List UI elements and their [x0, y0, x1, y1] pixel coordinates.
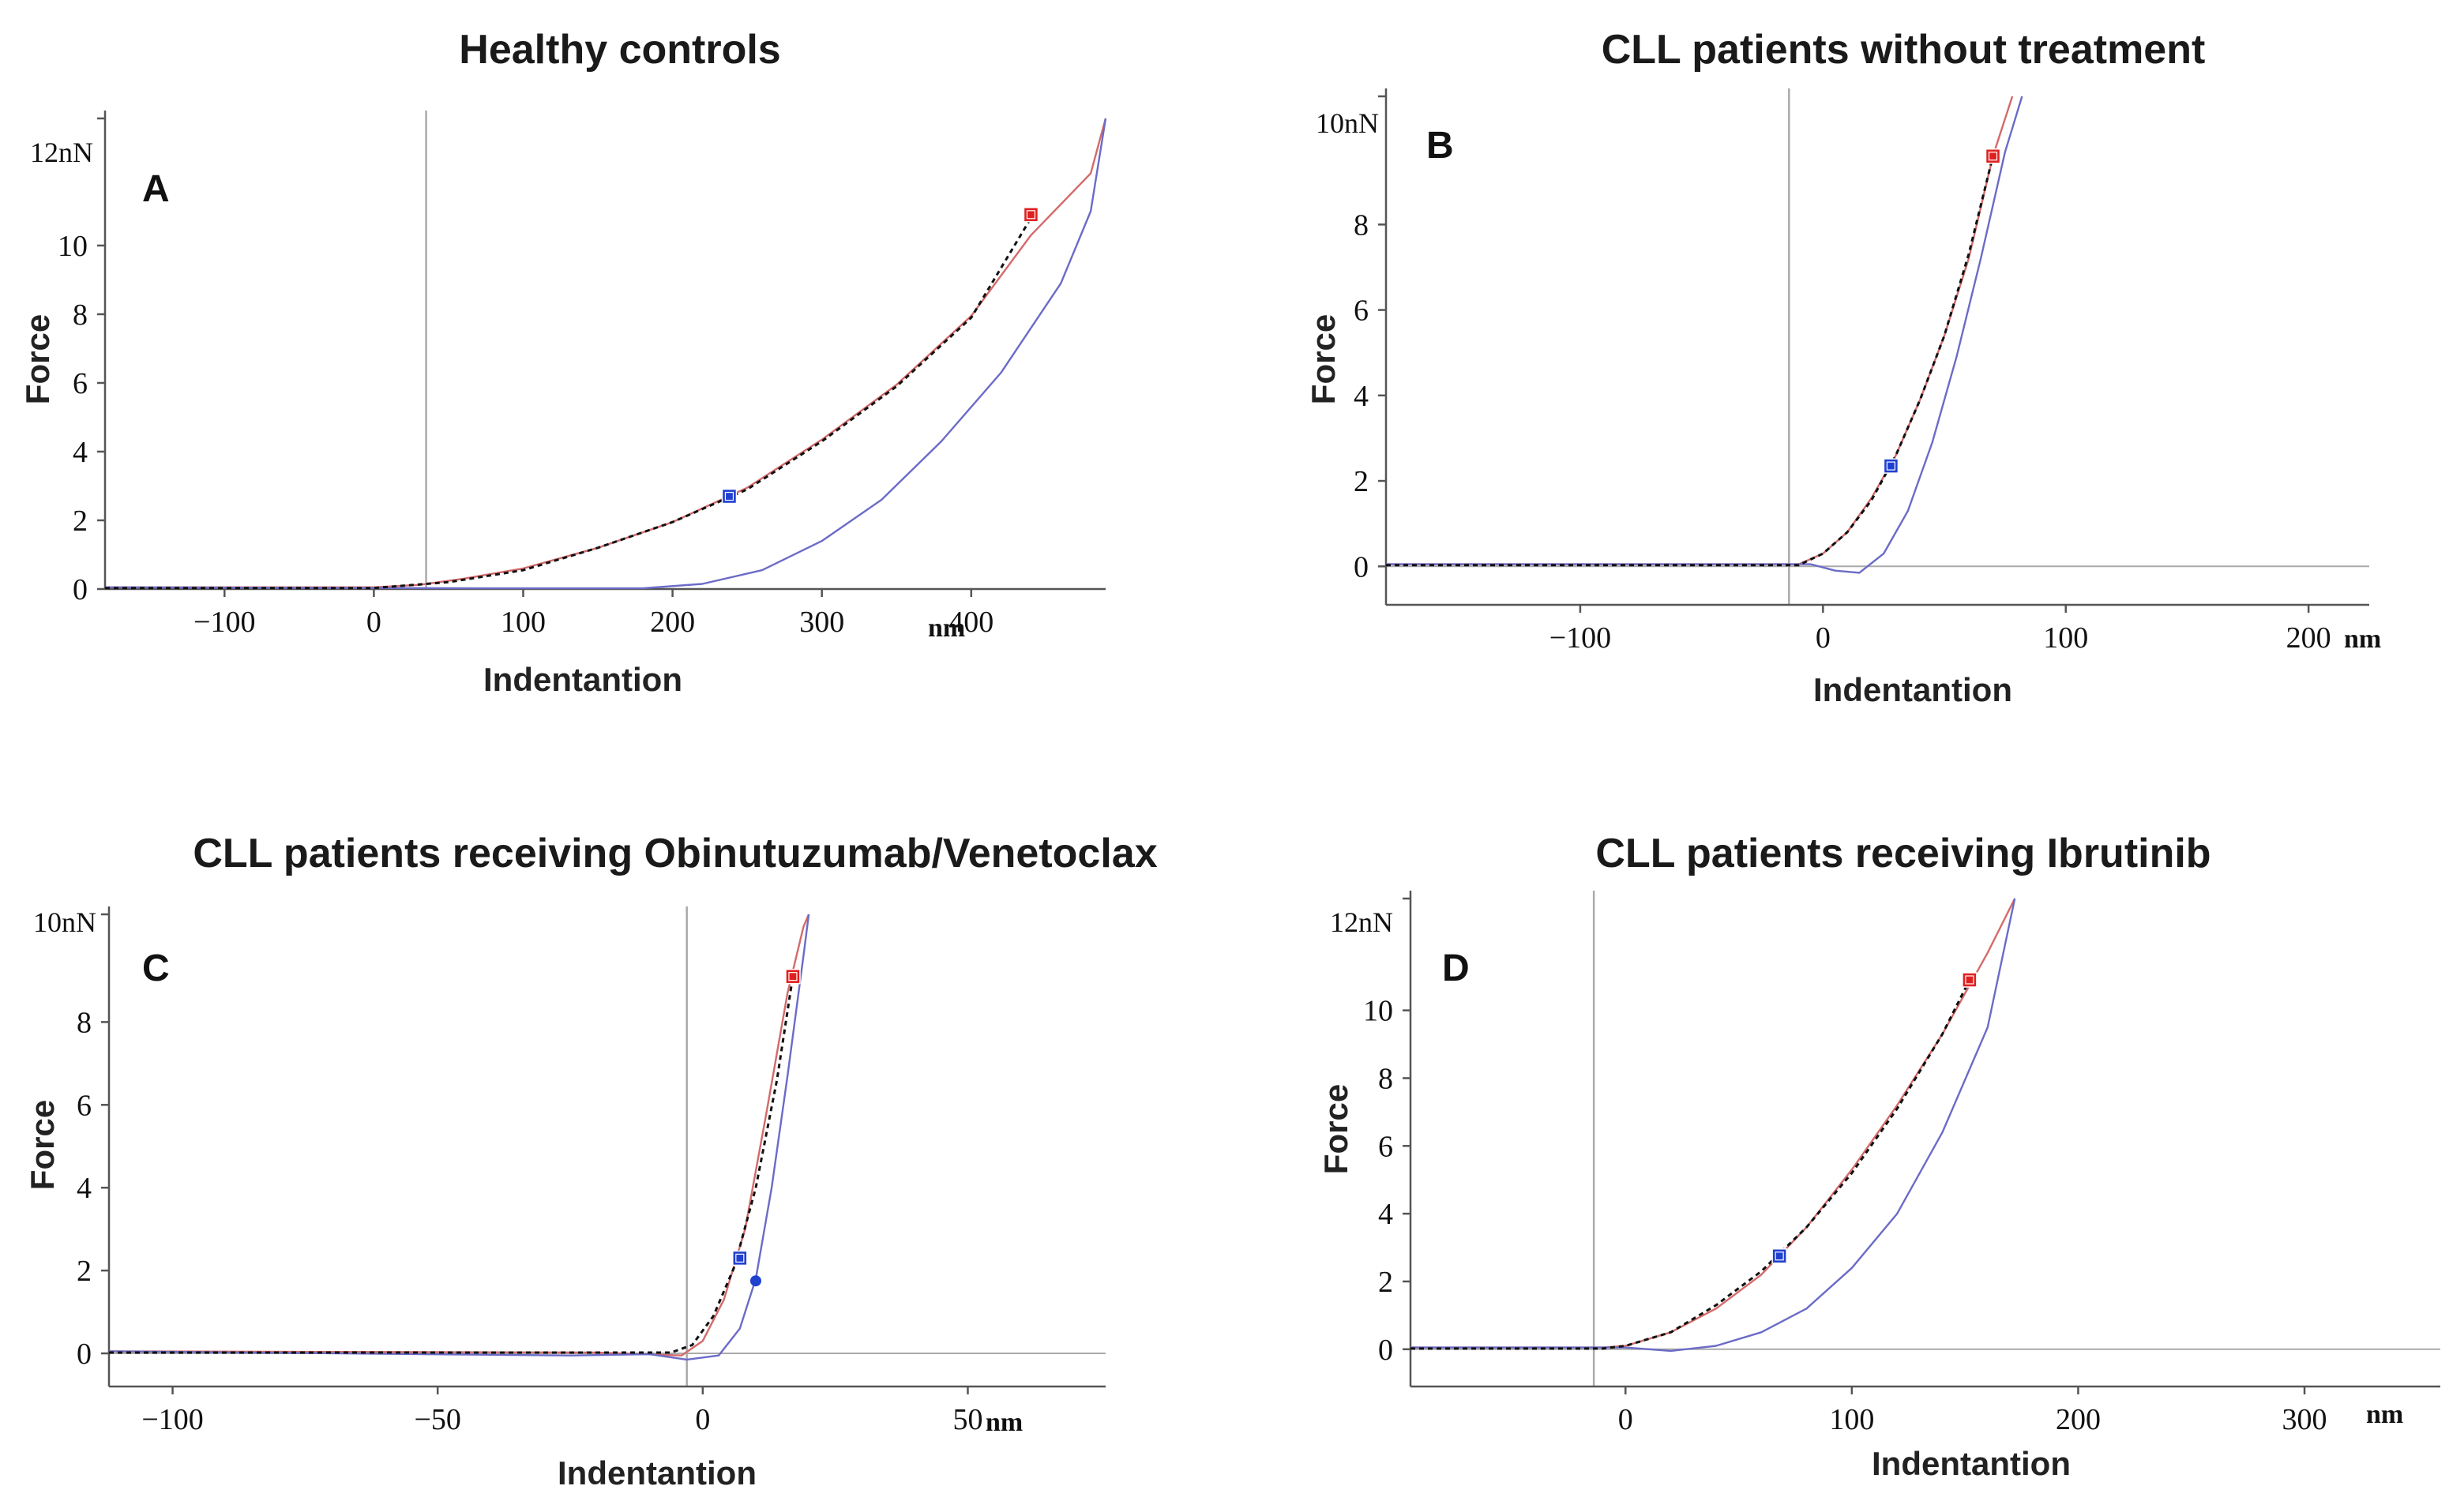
y-tick-label: 6 — [1378, 1130, 1393, 1163]
x-unit-label: nm — [986, 1408, 1023, 1437]
y-top-tick-label: 12nN — [1330, 906, 1393, 938]
y-top-tick-label: 10nN — [33, 906, 96, 938]
panel-a: Healthy controls A Force Indentantion 12… — [19, 27, 1107, 698]
y-tick-label: 0 — [1378, 1334, 1393, 1367]
red-marker-inner — [1965, 975, 1974, 985]
y-tick-label: 4 — [1354, 380, 1369, 413]
chart-title: CLL patients receiving Obinutuzumab/Vene… — [193, 831, 1157, 876]
approach-curve — [1386, 96, 2014, 565]
x-axis-label: Indentantion — [1813, 671, 2012, 708]
y-tick-label: 4 — [73, 436, 88, 469]
red-square-marker — [1023, 207, 1039, 223]
x-tick-label: 0 — [695, 1403, 710, 1436]
retract-curve — [1410, 898, 2016, 1353]
y-tick-label: 6 — [1354, 295, 1369, 328]
x-tick-label: 200 — [2286, 621, 2331, 655]
fit-curve — [109, 976, 794, 1354]
y-tick-label: 6 — [73, 367, 88, 400]
y-axis-label: Force — [19, 314, 56, 404]
panel-b: CLL patients without treatment B Force I… — [1305, 27, 2381, 708]
chart-title: Healthy controls — [459, 27, 780, 73]
x-tick-label: 200 — [650, 606, 695, 639]
x-axis-label: Indentantion — [1872, 1445, 2071, 1482]
x-axis-label: Indentantion — [483, 661, 682, 698]
y-tick-label: 6 — [77, 1089, 92, 1122]
y-top-tick-label: 12nN — [30, 137, 93, 168]
y-tick-label: 0 — [73, 573, 88, 606]
panel-letter: D — [1442, 948, 1470, 989]
chart-title: CLL patients without treatment — [1602, 27, 2206, 73]
x-unit-label: nm — [2366, 1400, 2403, 1429]
blue-marker-inner — [735, 1253, 745, 1263]
blue-dot-marker — [749, 1275, 761, 1287]
x-tick-label: −50 — [414, 1403, 460, 1436]
x-tick-label: 300 — [799, 606, 844, 639]
y-tick-label: 10 — [58, 230, 88, 263]
blue-marker-inner — [1886, 461, 1896, 471]
y-tick-label: 2 — [1378, 1266, 1393, 1299]
x-tick-label: 100 — [1829, 1403, 1874, 1436]
y-axis-label: Force — [1317, 1084, 1354, 1174]
fit-curve — [105, 217, 1032, 590]
panel-letter: C — [142, 948, 170, 989]
blue-square-marker — [1771, 1248, 1787, 1264]
panel-letter: A — [142, 168, 170, 210]
x-tick-label: 100 — [501, 606, 546, 639]
x-tick-label: −100 — [141, 1403, 203, 1436]
blue-square-marker — [721, 488, 738, 505]
approach-curve — [1410, 898, 2016, 1349]
chart-title: CLL patients receiving Ibrutinib — [1595, 831, 2210, 876]
x-tick-label: 300 — [2282, 1403, 2327, 1436]
x-tick-label: 0 — [366, 606, 381, 639]
panel-c: CLL patients receiving Obinutuzumab/Vene… — [24, 831, 1158, 1492]
retract-curve — [1386, 96, 2023, 574]
blue-square-marker — [1883, 458, 1899, 474]
retract-curve — [108, 914, 810, 1361]
fit-curve — [1410, 979, 1971, 1350]
panel-d: CLL patients receiving Ibrutinib D Force… — [1317, 831, 2440, 1482]
x-tick-label: 0 — [1816, 621, 1831, 655]
fit-curve — [1386, 156, 1994, 567]
y-tick-label: 2 — [73, 505, 88, 538]
x-axis-label: Indentantion — [558, 1454, 757, 1492]
x-tick-label: 50 — [952, 1403, 982, 1436]
y-tick-label: 0 — [77, 1338, 92, 1371]
blue-marker-inner — [1775, 1251, 1784, 1261]
y-tick-label: 8 — [1354, 208, 1369, 242]
x-tick-label: 100 — [2043, 621, 2088, 655]
y-tick-label: 0 — [1354, 550, 1369, 584]
y-tick-label: 4 — [77, 1172, 92, 1205]
x-unit-label: nm — [928, 614, 965, 643]
red-square-marker — [1985, 148, 2001, 164]
red-marker-inner — [788, 972, 798, 981]
blue-marker-inner — [724, 491, 734, 501]
retract-curve — [104, 118, 1107, 590]
x-tick-label: 200 — [2056, 1403, 2101, 1436]
approach-curve — [108, 914, 810, 1357]
y-tick-label: 2 — [1354, 465, 1369, 498]
x-tick-label: −100 — [193, 606, 255, 639]
red-marker-inner — [1988, 152, 1998, 161]
x-tick-label: −100 — [1549, 621, 1611, 655]
red-marker-inner — [1026, 210, 1036, 220]
x-unit-label: nm — [2344, 625, 2381, 654]
y-tick-label: 8 — [73, 298, 88, 332]
y-tick-label: 10 — [1363, 995, 1393, 1028]
y-tick-label: 8 — [1378, 1062, 1393, 1095]
y-axis-label: Force — [24, 1100, 61, 1190]
y-tick-label: 4 — [1378, 1198, 1393, 1231]
y-top-tick-label: 10nN — [1316, 107, 1379, 139]
y-tick-label: 2 — [77, 1255, 92, 1288]
approach-curve — [105, 118, 1107, 588]
panel-letter: B — [1426, 125, 1454, 167]
blue-square-marker — [732, 1250, 748, 1266]
x-tick-label: 400 — [948, 606, 993, 639]
x-tick-label: 0 — [1618, 1403, 1633, 1436]
red-square-marker — [1962, 972, 1978, 988]
y-axis-label: Force — [1305, 314, 1342, 404]
y-tick-label: 8 — [77, 1006, 92, 1039]
red-square-marker — [785, 968, 801, 985]
